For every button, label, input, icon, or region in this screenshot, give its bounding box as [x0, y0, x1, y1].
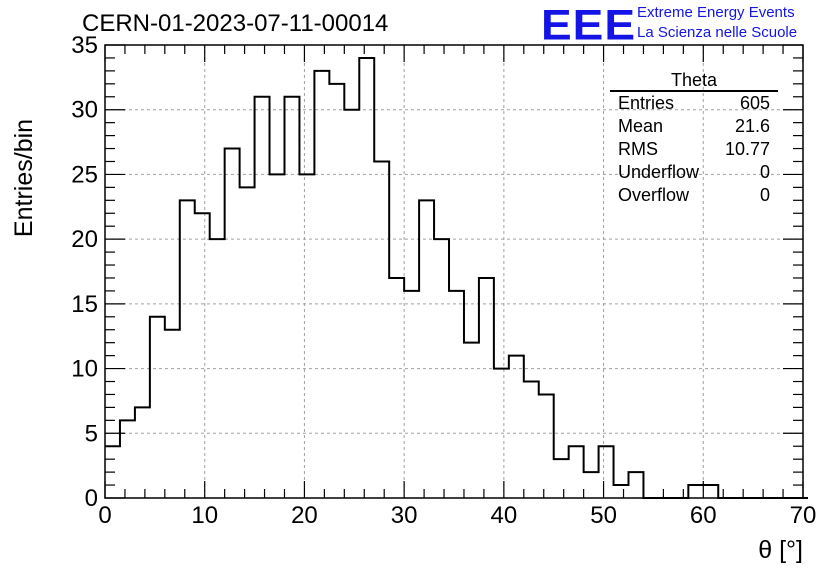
stats-key: RMS [618, 139, 658, 159]
x-tick-label: 60 [690, 502, 717, 529]
stats-row-mean: Mean 21.6 [610, 115, 778, 138]
y-tick-label: 10 [71, 356, 98, 383]
logo-line-2: La Scienza nelle Scuole [637, 24, 798, 41]
stats-value: 10.77 [724, 139, 770, 159]
y-tick-label: 35 [71, 32, 98, 59]
stats-row-underflow: Underflow 0 [610, 161, 778, 184]
axis-ticks [104, 44, 804, 499]
y-tick-label: 0 [85, 485, 98, 512]
stats-key: Underflow [618, 162, 700, 182]
stats-row-rms: RMS 10.77 [610, 138, 778, 161]
histogram-series [105, 56, 808, 499]
stats-key: Overflow [618, 185, 690, 205]
x-tick-label: 10 [191, 502, 218, 529]
y-tick-label: 5 [85, 420, 98, 447]
y-tick-label: 20 [71, 226, 98, 253]
y-axis-label: Entries/bin [10, 119, 38, 237]
x-axis-label: θ [°] [758, 536, 803, 564]
stats-box: Theta Entries 605 Mean 21.6 RMS 10.77 Un… [610, 70, 778, 207]
x-axis-tick-labels: 0 10 20 30 40 50 60 70 [98, 502, 816, 529]
stats-row-entries: Entries 605 [610, 92, 778, 115]
stats-key: Mean [618, 116, 664, 136]
eee-logo-mark: EEE [541, 0, 637, 49]
y-tick-label: 30 [71, 97, 98, 124]
x-tick-label: 30 [391, 502, 418, 529]
stats-value: 0 [759, 162, 770, 182]
x-tick-label: 20 [291, 502, 318, 529]
stats-value: 0 [759, 185, 770, 205]
stats-box-title: Theta [610, 70, 778, 92]
x-tick-label: 50 [590, 502, 617, 529]
x-tick-label: 0 [98, 502, 111, 529]
stats-value: 21.6 [734, 116, 770, 136]
y-tick-label: 25 [71, 161, 98, 188]
stats-row-overflow: Overflow 0 [610, 184, 778, 207]
x-tick-label: 70 [790, 502, 817, 529]
chart-title: CERN-01-2023-07-11-00014 [82, 10, 389, 37]
stats-key: Entries [618, 93, 675, 113]
x-tick-label: 40 [491, 502, 518, 529]
stats-value: 605 [739, 93, 770, 113]
y-tick-label: 15 [71, 291, 98, 318]
logo-line-1: Extreme Energy Events [637, 4, 795, 21]
y-axis-tick-labels: 0 5 10 15 20 25 30 35 [71, 32, 98, 512]
plot-frame [104, 44, 804, 499]
